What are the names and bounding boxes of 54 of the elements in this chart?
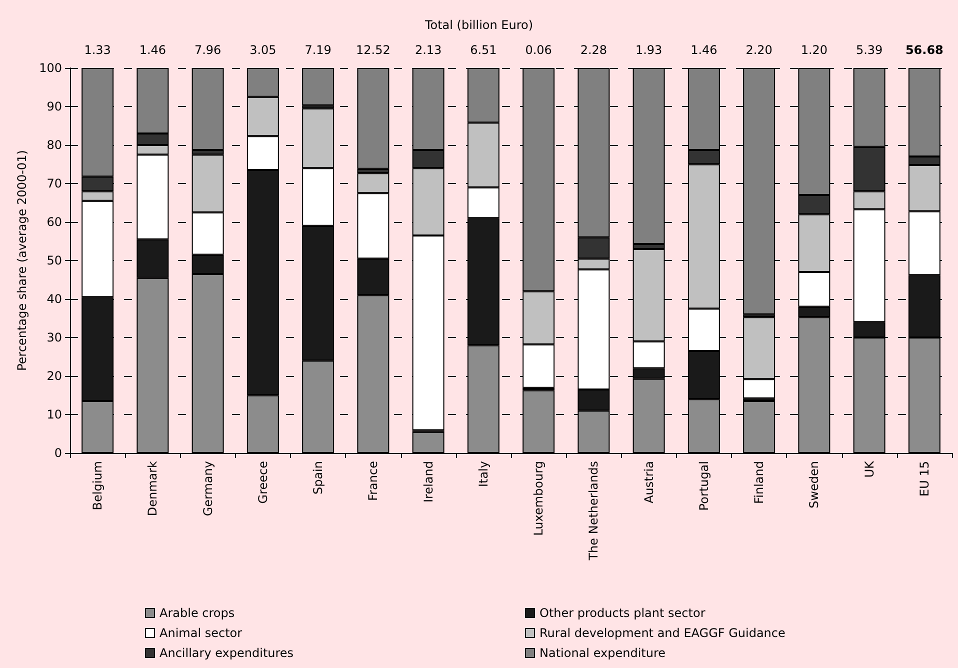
y-axis-title: Percentage share (average 2000-01) <box>15 150 30 371</box>
annotation: 2.20 <box>746 43 772 57</box>
y-tick-label: 50 <box>46 254 62 268</box>
y-tick-label: 100 <box>39 61 62 75</box>
y-tick-label: 20 <box>46 369 62 383</box>
x-tick-label: Greece <box>256 461 270 504</box>
x-tick-label: The Netherlands <box>586 461 601 562</box>
y-tick-label: 70 <box>46 176 62 190</box>
y-tick-label: 80 <box>46 138 62 152</box>
chart-title: Total (billion Euro) <box>424 18 534 32</box>
bar <box>357 68 390 169</box>
bar <box>302 68 334 106</box>
x-tick-label: Ireland <box>421 461 436 503</box>
x-tick-label: UK <box>862 460 876 478</box>
annotation: 7.96 <box>194 43 222 57</box>
annotation: 1.46 <box>690 43 718 57</box>
x-tick-label: France <box>366 461 380 501</box>
x-tick-label: Sweden <box>807 461 822 508</box>
legend-label: Arable crops <box>160 606 235 620</box>
legend-label: Rural development and EAGGF Guidance <box>540 626 786 640</box>
y-tick-label: 30 <box>46 330 62 344</box>
y-tick-label: 0 <box>54 446 62 460</box>
annotation: 1.20 <box>800 43 828 57</box>
x-tick-label: Belgium <box>90 461 105 510</box>
annotation: 12.52 <box>356 43 390 57</box>
annotation: 1.33 <box>84 43 111 57</box>
annotation: 5.39 <box>856 43 883 57</box>
x-tick-label: Finland <box>752 461 766 504</box>
annotation: 3.05 <box>250 43 276 57</box>
annotation: 1.46 <box>139 43 166 57</box>
x-tick-label: Spain <box>311 461 326 495</box>
x-tick-label: Austria <box>642 461 656 504</box>
annotation: 1.93 <box>635 43 662 57</box>
y-tick-label: 40 <box>46 292 62 306</box>
annotation: 56.68 <box>905 43 944 57</box>
legend-label: National expenditure <box>540 646 666 660</box>
x-tick-label: Germany <box>200 461 215 516</box>
annotation: 2.13 <box>414 43 442 57</box>
legend-label: Ancillary expenditures <box>160 646 294 660</box>
legend-label: Other products plant sector <box>540 606 706 620</box>
x-tick-label: Denmark <box>146 460 160 516</box>
x-tick-label: Luxembourg <box>532 461 546 536</box>
annotation: 6.51 <box>470 43 497 57</box>
y-tick-label: 60 <box>46 215 62 229</box>
bar <box>192 68 224 150</box>
legend-label: Animal sector <box>160 626 242 640</box>
x-tick-label: EU 15 <box>917 461 932 496</box>
x-tick-label: Italy <box>476 461 490 488</box>
annotation: 2.28 <box>580 43 608 57</box>
annotation: 7.19 <box>304 43 332 57</box>
y-tick-label: 90 <box>46 100 62 114</box>
annotation: 0.06 <box>525 43 552 57</box>
y-tick-label: 10 <box>46 408 62 422</box>
x-tick-label: Portugal <box>696 461 711 511</box>
